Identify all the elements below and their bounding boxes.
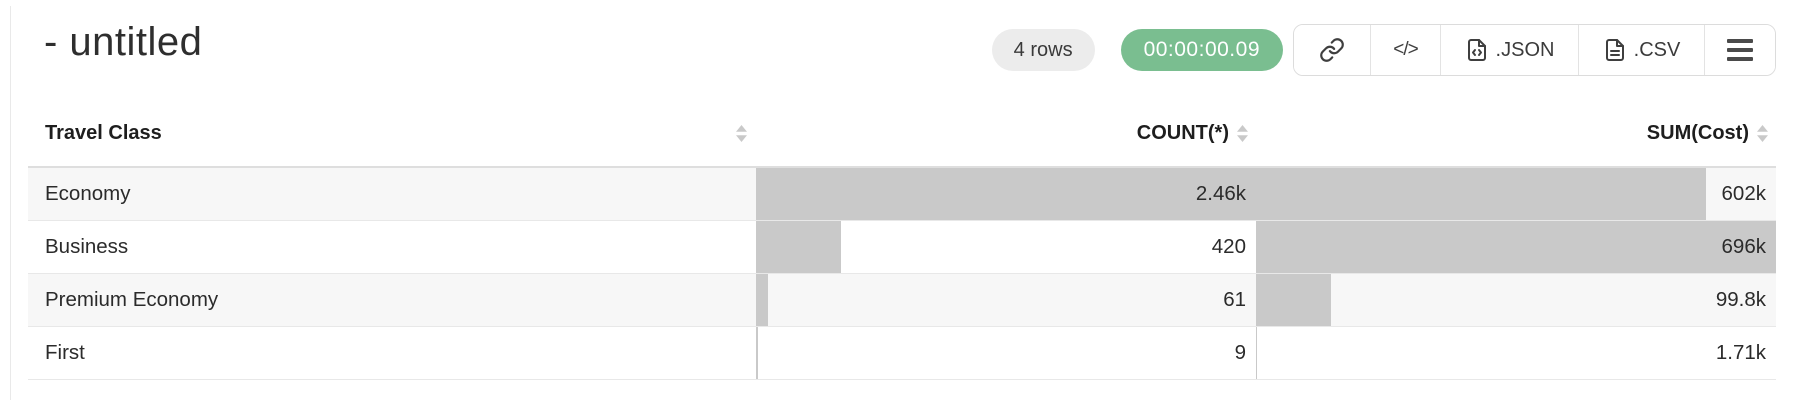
cell-value: 9 [1234,341,1246,364]
export-button-group: </> .JSON .CSV [1293,24,1776,76]
table-row: Business 420 696k [28,221,1776,274]
more-options-button[interactable] [1705,25,1775,75]
data-bar [756,221,842,273]
travel-class-cell: Business [45,235,129,258]
export-csv-button[interactable]: .CSV [1579,25,1705,75]
data-bar [1256,168,1706,220]
table-row: Premium Economy 61 99.8k [28,274,1776,327]
results-table: Travel Class COUNT(*) SUM(Cost) Economy 2… [28,100,1776,380]
json-file-icon [1467,39,1486,61]
query-timer-badge: 00:00:00.09 [1120,29,1283,71]
table-header-row: Travel Class COUNT(*) SUM(Cost) [28,100,1776,168]
toolbar-controls: 4 rows 00:00:00.09 </> .JSON [991,0,1776,100]
cell-value: 1.71k [1715,341,1766,364]
travel-class-cell: Economy [45,182,131,205]
travel-class-cell: Premium Economy [45,288,219,311]
count-cell: 420 [756,221,1256,273]
sum-cost-cell: 1.71k [1256,327,1776,379]
data-bar [756,327,758,379]
panel-left-divider [10,6,11,400]
column-header-sum-cost[interactable]: SUM(Cost) [1256,122,1776,145]
sum-cost-cell: 696k [1256,221,1776,273]
copy-link-button[interactable] [1294,25,1371,75]
column-header-travel-class[interactable]: Travel Class [28,122,756,145]
data-bar [1256,274,1331,326]
export-csv-label: .CSV [1633,38,1681,61]
count-cell: 9 [756,327,1256,379]
count-cell: 61 [756,274,1256,326]
sum-cost-cell: 99.8k [1256,274,1776,326]
cell-value: 696k [1721,235,1766,258]
travel-class-cell: First [45,341,85,364]
sort-arrows-icon[interactable] [1757,124,1768,142]
results-toolbar: - untitled 4 rows 00:00:00.09 </> [0,0,1816,100]
data-bar [756,168,1256,220]
sum-cost-cell: 602k [1256,168,1776,220]
data-bar [756,274,769,326]
page-title[interactable]: - untitled [44,20,203,64]
sort-arrows-icon[interactable] [1237,124,1248,142]
column-label: SUM(Cost) [1646,121,1749,144]
export-json-label: .JSON [1495,38,1555,61]
cell-value: 602k [1721,182,1766,205]
export-json-button[interactable]: .JSON [1441,25,1579,75]
table-row: Economy 2.46k 602k [28,168,1776,221]
column-header-count[interactable]: COUNT(*) [756,122,1256,145]
cell-value: 61 [1223,288,1246,311]
count-cell: 2.46k [756,168,1256,220]
embed-code-button[interactable]: </> [1371,25,1441,75]
data-bar [1256,327,1258,379]
data-bar [1256,221,1776,273]
column-label: COUNT(*) [1136,121,1229,144]
sort-arrows-icon[interactable] [736,124,747,142]
hamburger-menu-icon [1727,39,1753,61]
table-row: First 9 1.71k [28,327,1776,380]
cell-value: 99.8k [1715,288,1766,311]
column-label: Travel Class [45,121,162,144]
cell-value: 420 [1211,235,1246,258]
link-icon [1320,38,1344,62]
table-body: Economy 2.46k 602k Business 420 696k Premium E… [28,168,1776,380]
csv-file-icon [1605,39,1624,61]
cell-value: 2.46k [1195,182,1246,205]
code-icon: </> [1393,39,1419,60]
row-count-badge: 4 rows [991,29,1095,71]
